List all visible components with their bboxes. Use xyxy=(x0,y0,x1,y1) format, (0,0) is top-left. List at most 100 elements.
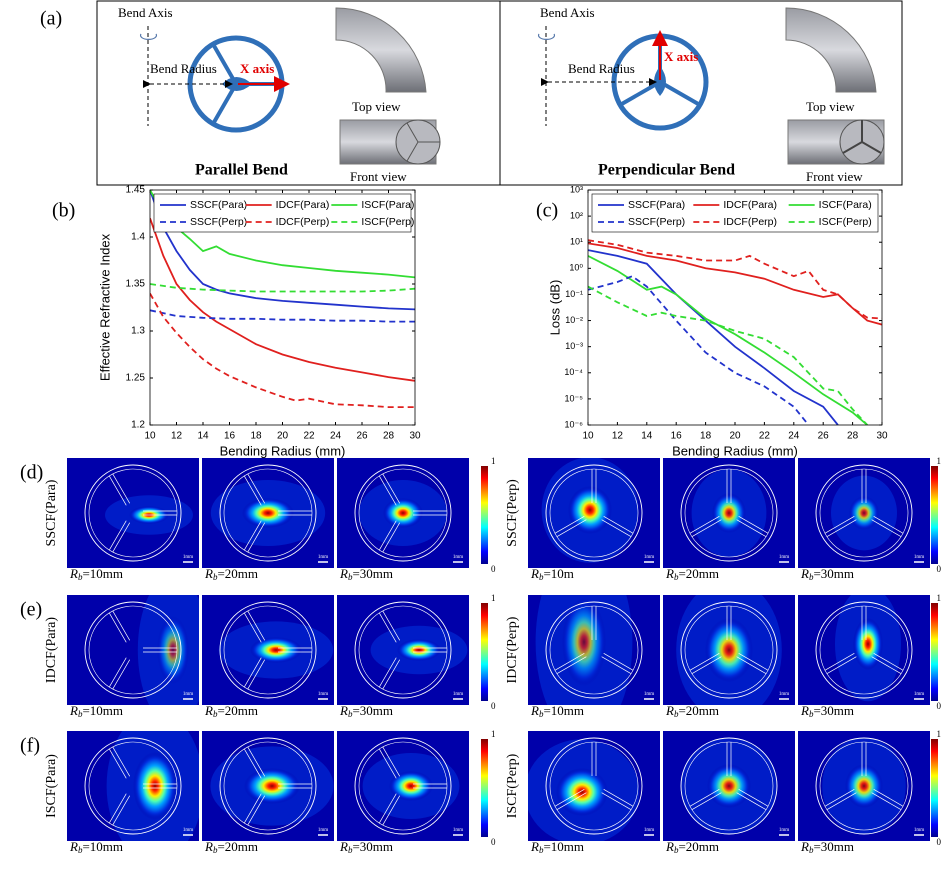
data-line xyxy=(588,249,839,425)
x-tick-label: 24 xyxy=(788,431,800,442)
x-tick-label: 22 xyxy=(303,431,315,442)
caption-symbol: R xyxy=(204,566,213,581)
colorbar xyxy=(931,466,938,564)
colorbar-min: 0 xyxy=(491,701,496,711)
colorbar-max: 1 xyxy=(491,729,496,739)
scale-label: 1mm xyxy=(453,692,463,697)
map-content: 1mm xyxy=(67,731,199,841)
colorbar-min: 0 xyxy=(491,564,496,574)
caption-symbol: R xyxy=(204,703,213,718)
map-caption: Rb=30mm xyxy=(800,839,854,855)
row-label: (f) xyxy=(20,735,40,757)
fiber-struts xyxy=(689,469,769,538)
field-spot xyxy=(562,598,606,686)
fiber-outline xyxy=(684,741,774,831)
scale-label: 1mm xyxy=(779,692,789,697)
data-line xyxy=(150,217,415,382)
y-tick-label: 10² xyxy=(570,210,583,220)
map-caption: Rb=10mm xyxy=(69,839,123,855)
bend-radius-label: Bend Radius xyxy=(568,61,635,76)
caption-subscript: b xyxy=(348,572,353,582)
y-axis-label: Effective Refractive Index xyxy=(97,233,112,381)
caption-subscript: b xyxy=(213,709,218,719)
caption-text: =10mm xyxy=(543,703,584,718)
caption-text: =30mm xyxy=(813,703,854,718)
map-caption: Rb=30mm xyxy=(800,566,854,582)
caption-subscript: b xyxy=(674,709,679,719)
fiber-label: SSCF(Para) xyxy=(44,479,59,546)
field-spot xyxy=(712,493,746,533)
x-axis-label: Bending Radius (mm) xyxy=(220,443,346,458)
colorbar xyxy=(481,466,488,564)
caption-text: =20mm xyxy=(217,566,258,581)
scale-label: 1mm xyxy=(644,692,654,697)
caption-symbol: R xyxy=(800,703,809,718)
x-tick-label: 14 xyxy=(197,431,209,442)
caption-subscript: b xyxy=(78,709,83,719)
scale-label: 1mm xyxy=(183,692,193,697)
fiber-outline xyxy=(545,737,643,835)
mode-field-map: 1mm Rb=10m xyxy=(528,458,660,582)
x-tick-label: 26 xyxy=(356,431,368,442)
bend-axis-label: Bend Axis xyxy=(540,5,595,20)
map-content: 1mm xyxy=(798,458,930,568)
scale-label: 1mm xyxy=(914,828,924,833)
mode-field-map: 1mm Rb=10mm xyxy=(528,595,660,719)
mode-field-map: 1mm Rb=30mm xyxy=(337,731,469,855)
colorbar xyxy=(931,603,938,701)
scale-label: 1mm xyxy=(914,555,924,560)
fiber-outline xyxy=(354,464,452,562)
caption-symbol: R xyxy=(665,839,674,854)
x-tick-label: 20 xyxy=(277,431,289,442)
legend-label: ISCF(Perp) xyxy=(361,216,414,228)
caption-symbol: R xyxy=(800,566,809,581)
colorbar-min: 0 xyxy=(937,564,942,574)
fiber-outline xyxy=(680,737,778,835)
x-tick-label: 20 xyxy=(729,431,741,442)
rotation-arrow xyxy=(537,33,556,40)
legend-label: IDCF(Para) xyxy=(723,199,777,211)
perpendicular-bend-diagram: Bend Axis Bend Radius X axis Top view Fr… xyxy=(537,5,885,184)
fiber-outline xyxy=(819,605,909,695)
line-chart: (c) 10 12 14 16 18 20 22 24 26 28 30 10⁻⁶ 10⁻⁵ 10⁻⁴ 10⁻… xyxy=(536,184,888,458)
row-label: (e) xyxy=(20,599,42,621)
scale-label: 1mm xyxy=(644,828,654,833)
line-chart: (b) 10 12 14 16 18 20 22 24 26 28 30 1.2 1.25 1.3 1.35 1… xyxy=(52,185,421,459)
legend-label: SSCF(Perp) xyxy=(628,216,685,228)
fiber-outline xyxy=(88,605,178,695)
legend-box xyxy=(591,193,879,233)
x-tick-label: 10 xyxy=(582,431,594,442)
panel-label: (a) xyxy=(40,8,62,30)
map-caption: Rb=30mm xyxy=(339,566,393,582)
caption-symbol: R xyxy=(530,703,539,718)
legend-label: IDCF(Para) xyxy=(276,199,330,211)
data-line xyxy=(150,190,415,311)
caption-text: =20mm xyxy=(678,566,719,581)
map-content: 1mm xyxy=(528,458,660,568)
legend-label: ISCF(Perp) xyxy=(819,216,872,228)
fiber-outline xyxy=(815,737,913,835)
mode-field-map: 1mm Rb=30mm xyxy=(337,458,469,582)
map-caption: Rb=30mm xyxy=(800,703,854,719)
caption-subscript: b xyxy=(348,845,353,855)
fiber-struts xyxy=(824,469,904,538)
y-tick-label: 10⁻² xyxy=(565,315,583,325)
data-line xyxy=(588,239,882,320)
plot-frame xyxy=(587,189,883,426)
y-tick-label: 10⁻⁶ xyxy=(565,419,584,429)
panel-label: (c) xyxy=(536,200,558,222)
field-spot xyxy=(849,496,879,530)
fiber-outline xyxy=(680,464,778,562)
map-content: 1mm xyxy=(663,595,795,705)
legend-label: IDCF(Perp) xyxy=(276,216,330,228)
scale-label: 1mm xyxy=(644,555,654,560)
caption-subscript: b xyxy=(539,572,544,582)
fiber-struts xyxy=(243,610,312,690)
colorbar xyxy=(481,739,488,837)
x-tick-label: 18 xyxy=(700,431,712,442)
fiber-outline xyxy=(358,468,448,558)
caption-text: =30mm xyxy=(352,839,393,854)
field-spot xyxy=(556,768,608,816)
caption-symbol: R xyxy=(339,839,348,854)
